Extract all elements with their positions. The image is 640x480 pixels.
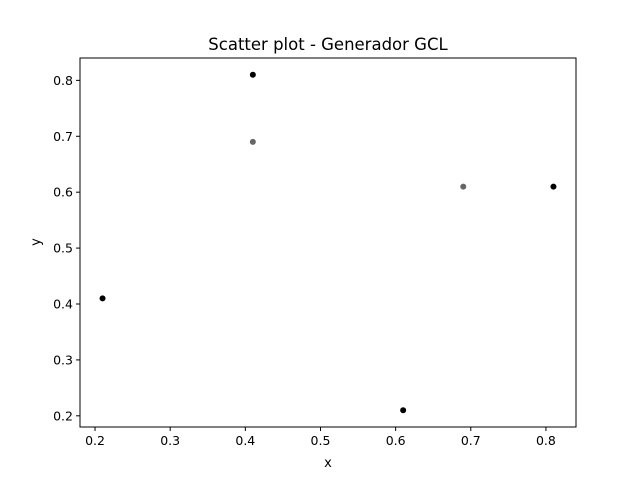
data-points — [99, 71, 557, 414]
chart-title: Scatter plot - Generador GCL — [208, 35, 448, 54]
x-tick-label: 0.5 — [311, 433, 331, 448]
y-tick-label: 0.4 — [53, 297, 73, 312]
y-tick-label: 0.3 — [53, 352, 73, 367]
y-tick-label: 0.6 — [53, 185, 73, 200]
x-tick-label: 0.2 — [85, 433, 105, 448]
y-axis: 0.2 0.3 0.4 0.5 0.6 0.7 0.8 — [53, 73, 80, 423]
y-tick-label: 0.8 — [53, 73, 73, 88]
x-tick-label: 0.7 — [461, 433, 481, 448]
y-tick-label: 0.2 — [53, 408, 73, 423]
data-point — [99, 295, 106, 302]
x-tick-label: 0.4 — [235, 433, 255, 448]
data-point — [249, 71, 256, 78]
plot-frame — [79, 57, 577, 428]
data-point — [550, 183, 557, 190]
x-axis-label: x — [324, 456, 332, 471]
data-point — [249, 138, 256, 145]
y-axis-label: y — [29, 238, 44, 246]
x-axis: 0.2 0.3 0.4 0.5 0.6 0.7 0.8 — [85, 427, 556, 448]
y-tick-label: 0.7 — [53, 129, 73, 144]
data-point — [460, 183, 467, 190]
x-tick-label: 0.3 — [160, 433, 180, 448]
x-tick-label: 0.8 — [536, 433, 556, 448]
data-point — [400, 407, 407, 414]
y-tick-label: 0.5 — [53, 241, 73, 256]
x-tick-label: 0.6 — [386, 433, 406, 448]
